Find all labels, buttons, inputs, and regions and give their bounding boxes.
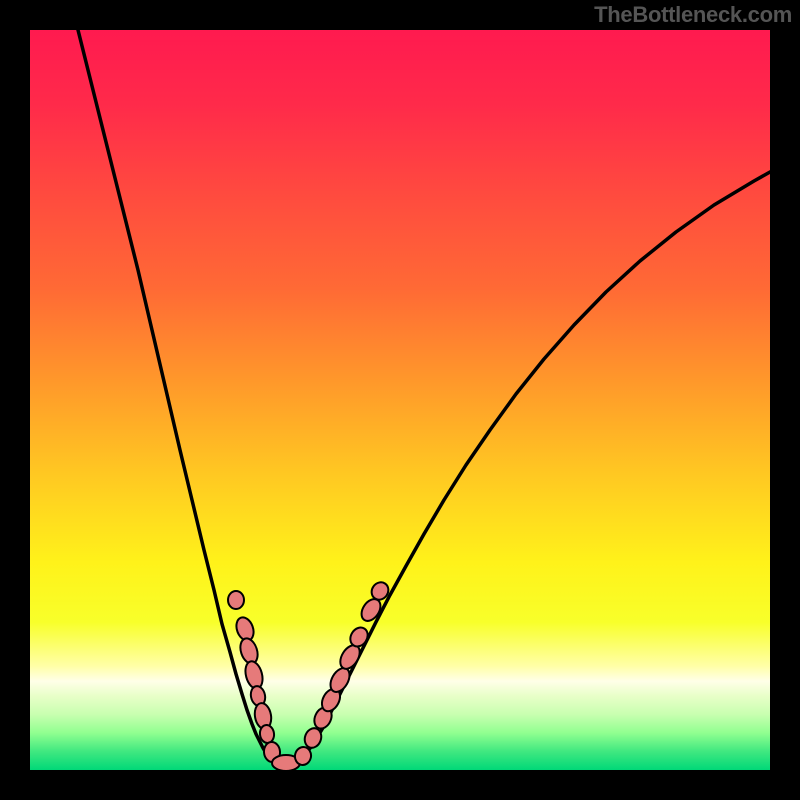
marker-point xyxy=(228,591,244,609)
outer-frame: TheBottleneck.com xyxy=(0,0,800,800)
gradient-background xyxy=(30,30,770,770)
watermark-label: TheBottleneck.com xyxy=(594,2,792,28)
chart-area xyxy=(30,30,770,770)
chart-svg xyxy=(30,30,770,770)
